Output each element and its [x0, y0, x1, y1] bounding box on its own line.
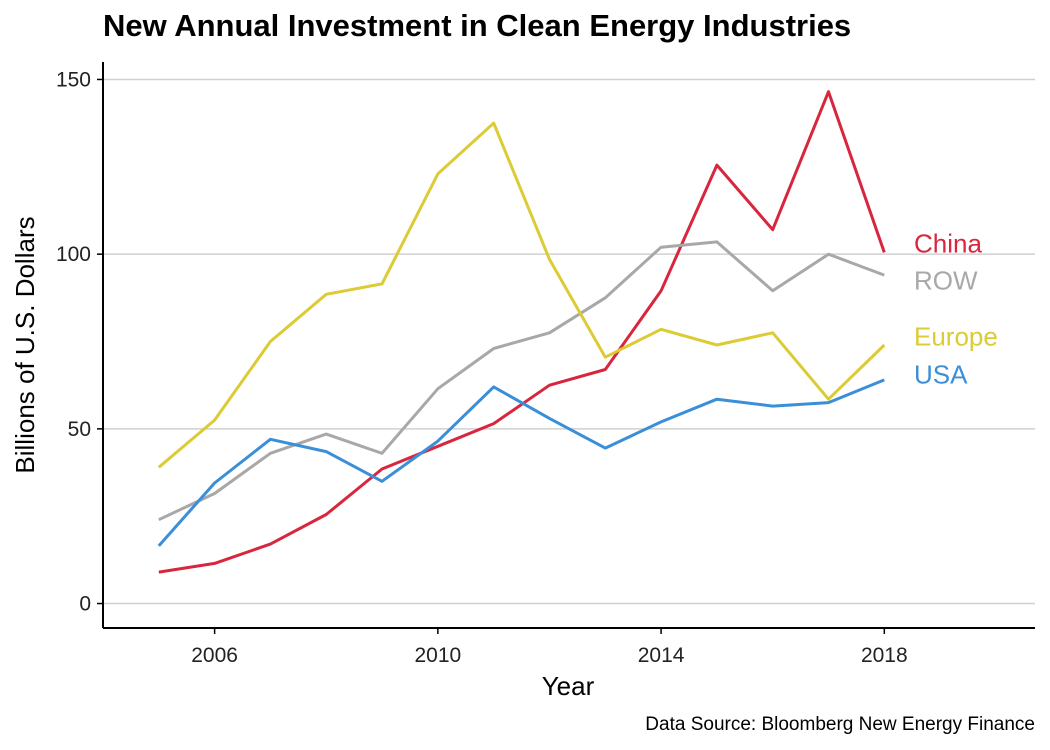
- axes: 0 50 100 150 2006 2010 2014 2018: [56, 62, 1035, 667]
- series-line-europe: [157, 121, 886, 469]
- x-tick-label: 2014: [638, 644, 685, 667]
- series-line-usa: [157, 378, 885, 547]
- y-tick-label: 150: [56, 68, 91, 91]
- x-axis-title: Year: [542, 671, 595, 701]
- data-source-caption: Data Source: Bloomberg New Energy Financ…: [645, 714, 1035, 735]
- y-tick-label: 0: [79, 593, 91, 616]
- x-tick-label: 2006: [191, 644, 238, 667]
- series-lines: [157, 90, 886, 574]
- y-tick-label: 100: [56, 243, 91, 266]
- series-line-row: [158, 240, 885, 522]
- series-line-china: [158, 90, 886, 574]
- series-label-row: ROW: [914, 265, 978, 295]
- series-label-usa: USA: [914, 360, 968, 390]
- series-label-china: China: [914, 229, 982, 259]
- series-label-europe: Europe: [914, 321, 998, 351]
- y-tick-label: 50: [68, 418, 91, 441]
- series-labels: China ROW Europe USA: [914, 229, 998, 390]
- gridlines: [103, 78, 1035, 605]
- y-axis-title: Billions of U.S. Dollars: [10, 216, 40, 473]
- chart-title: New Annual Investment in Clean Energy In…: [103, 8, 852, 43]
- x-tick-label: 2010: [414, 644, 461, 667]
- x-tick-label: 2018: [861, 644, 908, 667]
